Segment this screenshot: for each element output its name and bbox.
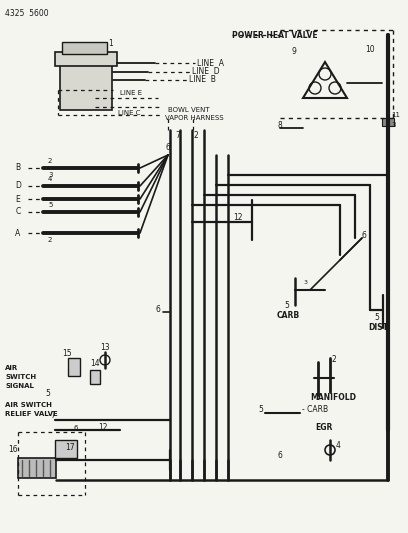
Text: 2: 2 (48, 237, 52, 243)
Text: 5: 5 (284, 301, 289, 310)
Text: LINE E: LINE E (120, 90, 142, 96)
Text: 2: 2 (193, 131, 198, 140)
Text: 3: 3 (304, 279, 308, 285)
Text: A: A (16, 229, 21, 238)
Text: 5: 5 (374, 313, 379, 322)
Text: 2: 2 (332, 356, 337, 365)
Text: LINE  B: LINE B (189, 76, 216, 85)
Text: LINE  A: LINE A (197, 59, 224, 68)
Bar (62, 42, 107, 54)
Text: 15: 15 (62, 349, 72, 358)
Text: 12: 12 (233, 214, 242, 222)
Text: 4325  5600: 4325 5600 (5, 10, 49, 19)
Bar (55, 440, 77, 458)
Text: 6: 6 (155, 305, 160, 314)
Text: D: D (15, 182, 21, 190)
Bar (60, 65, 112, 110)
Text: LINE C: LINE C (118, 110, 140, 116)
Text: POWER HEAT VALVE: POWER HEAT VALVE (232, 30, 317, 39)
Text: SWITCH: SWITCH (5, 374, 36, 380)
Text: 17: 17 (65, 443, 75, 453)
Text: 3: 3 (391, 122, 395, 128)
Bar (18, 458, 56, 478)
Text: 14: 14 (90, 359, 100, 367)
Text: 9: 9 (291, 47, 296, 56)
Text: 4: 4 (48, 176, 52, 182)
Text: 11: 11 (391, 112, 400, 118)
Text: 4: 4 (336, 440, 341, 449)
Text: 3: 3 (48, 172, 53, 178)
Text: SIGNAL: SIGNAL (5, 383, 34, 389)
Text: DIST: DIST (368, 324, 388, 333)
Text: 10: 10 (365, 45, 375, 54)
Text: - CARB: - CARB (302, 406, 328, 415)
Text: LINE  D: LINE D (192, 68, 220, 77)
Text: C: C (16, 207, 21, 216)
Text: RELIEF VALVE: RELIEF VALVE (5, 411, 58, 417)
Text: 2: 2 (48, 158, 52, 164)
Bar (68, 358, 80, 376)
Text: BOWL VENT: BOWL VENT (168, 107, 210, 113)
Text: 7: 7 (175, 131, 180, 140)
Text: 12: 12 (98, 424, 107, 432)
Text: 7: 7 (50, 410, 55, 419)
Text: 16: 16 (8, 446, 18, 455)
Text: VAPOR HARNESS: VAPOR HARNESS (165, 115, 224, 121)
Text: 6: 6 (73, 425, 78, 431)
Text: AIR: AIR (5, 365, 18, 371)
Text: 6: 6 (278, 450, 283, 459)
Text: 6: 6 (362, 230, 367, 239)
Bar (382, 118, 394, 126)
Bar (55, 52, 117, 66)
Text: 8: 8 (278, 120, 283, 130)
Text: 6: 6 (166, 142, 171, 151)
Text: 1: 1 (108, 39, 113, 49)
Text: 5: 5 (48, 202, 52, 208)
Text: CARB: CARB (277, 311, 300, 319)
Text: AIR SWITCH: AIR SWITCH (5, 402, 52, 408)
Text: 5: 5 (45, 389, 50, 398)
Text: MANIFOLD: MANIFOLD (310, 393, 356, 402)
Text: 5: 5 (258, 406, 263, 415)
Text: 13: 13 (100, 343, 110, 352)
Text: EGR: EGR (315, 423, 333, 432)
Text: B: B (16, 164, 20, 173)
Text: E: E (16, 195, 20, 204)
Bar (90, 370, 100, 384)
